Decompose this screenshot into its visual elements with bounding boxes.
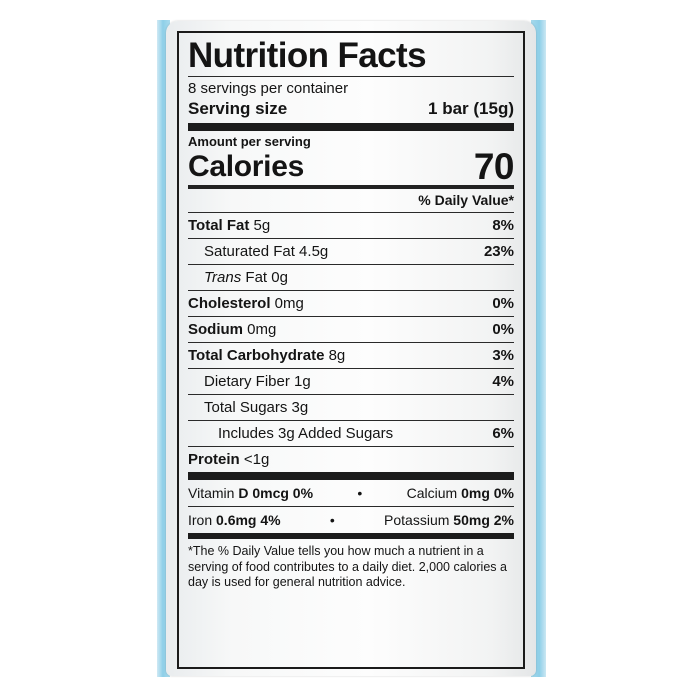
nutrient-row-rule: [188, 446, 514, 447]
micronutrient-left: Iron 0.6mg 4%: [188, 512, 281, 528]
nutrient-row-rule: [188, 264, 514, 265]
nutrient-row: Dietary Fiber 1g 4%: [188, 369, 514, 394]
nutrient-daily-value: 0%: [492, 295, 514, 312]
nutrient-daily-value: 6%: [492, 425, 514, 442]
nutrient-row: Total Fat 5g 8%: [188, 213, 514, 238]
daily-value-header: % Daily Value*: [418, 192, 514, 208]
nutrient-row-rule: [188, 368, 514, 369]
nutrient-row-rule: [188, 342, 514, 343]
calories-label: Calories: [188, 150, 304, 183]
nutrient-row-rule: [188, 238, 514, 239]
micronutrient-row: Vitamin D 0mcg 0% • Calcium 0mg 0%: [188, 480, 514, 506]
servings-per-container: 8 servings per container: [188, 80, 349, 97]
serving-size-value: 1 bar (15g): [428, 99, 514, 118]
nutrient-name: Trans Fat 0g: [204, 269, 288, 286]
micronutrient-separator-dot: •: [329, 512, 335, 528]
nutrient-name: Saturated Fat 4.5g: [204, 243, 329, 260]
nutrition-facts-label: Nutrition Facts 8 servings per container…: [177, 31, 525, 669]
nutrient-daily-value: 23%: [483, 243, 514, 260]
nutrient-daily-value: 0%: [492, 321, 514, 338]
nutrient-daily-value: 4%: [492, 373, 514, 390]
nutrient-list: Total Fat 5g 8% Saturated Fat 4.5g 23% Trans…: [188, 212, 514, 472]
nutrient-name: Sodium 0mg: [188, 321, 277, 338]
rule-above-footnote: [188, 533, 514, 539]
nutrient-row: Cholesterol 0mg 0%: [188, 291, 514, 316]
nutrient-daily-value: 3%: [492, 347, 514, 364]
nutrient-row-rule: [188, 290, 514, 291]
micronutrient-list: Vitamin D 0mcg 0% • Calcium 0mg 0% Iron 0.6…: [188, 480, 514, 533]
micronutrient-separator-dot: •: [357, 485, 363, 501]
calories-value: 70: [473, 146, 515, 187]
amount-per-serving-label: Amount per serving: [188, 134, 311, 149]
nutrient-row-rule: [188, 394, 514, 395]
nutrient-name: Total Sugars 3g: [204, 399, 309, 416]
nutrient-name: Total Fat 5g: [188, 217, 271, 234]
micronutrient-right: Potassium 50mg 2%: [384, 512, 514, 528]
nutrient-name: Protein <1g: [188, 451, 270, 468]
micronutrient-row-rule: [188, 506, 514, 507]
calories-row: Calories 70: [188, 146, 515, 187]
nutrient-row: Total Carbohydrate 8g 3%: [188, 343, 514, 368]
nutrient-name: Cholesterol 0mg: [188, 295, 304, 312]
nutrient-name: Dietary Fiber 1g: [204, 373, 311, 390]
nutrient-row: Includes 3g Added Sugars 6%: [188, 421, 514, 446]
nutrient-row-rule: [188, 212, 514, 213]
micronutrient-left: Vitamin D 0mcg 0%: [188, 485, 314, 501]
nutrient-row-rule: [188, 316, 514, 317]
nutrient-row: Saturated Fat 4.5g 23%: [188, 239, 514, 264]
rule-under-title: [188, 76, 514, 77]
rule-thick-above-calories: [188, 123, 514, 131]
nutrient-row: Total Sugars 3g: [188, 395, 514, 420]
serving-size-row: Serving size 1 bar (15g): [188, 98, 514, 123]
rule-under-calories: [188, 185, 514, 189]
nutrient-daily-value: 8%: [492, 217, 514, 234]
micronutrient-right: Calcium 0mg 0%: [406, 485, 514, 501]
nutrient-row: Trans Fat 0g: [188, 265, 514, 290]
daily-value-footnote: *The % Daily Value tells you how much a …: [188, 544, 507, 589]
nutrient-row-rule: [188, 420, 514, 421]
nutrition-facts-title: Nutrition Facts: [188, 36, 427, 75]
nutrient-name: Includes 3g Added Sugars: [218, 425, 394, 442]
serving-size-label: Serving size: [188, 99, 288, 118]
rule-thick-above-micronutrients: [188, 472, 514, 480]
micronutrient-row: Iron 0.6mg 4% • Potassium 50mg 2%: [188, 507, 514, 533]
nutrient-name: Total Carbohydrate 8g: [188, 347, 346, 364]
nutrient-row: Sodium 0mg 0%: [188, 317, 514, 342]
nutrient-row: Protein <1g: [188, 447, 514, 472]
